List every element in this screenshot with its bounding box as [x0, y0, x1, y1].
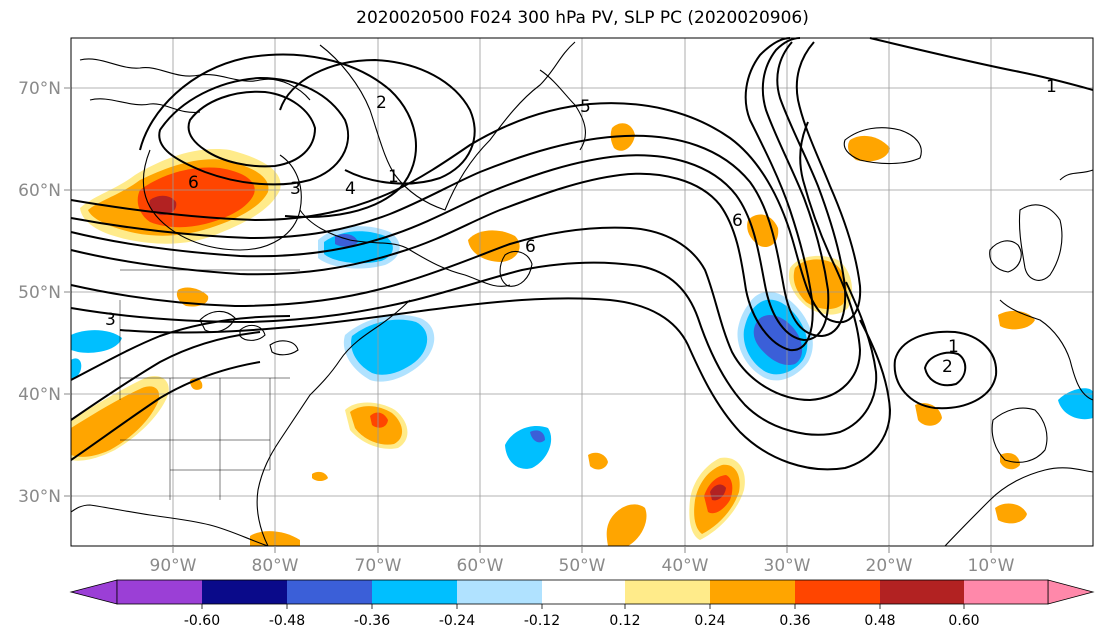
colorbar-segment	[710, 580, 795, 604]
anomaly-cold-10	[753, 315, 803, 366]
lon-label: 20°W	[866, 556, 913, 576]
lon-label: 10°W	[968, 556, 1015, 576]
colorbar-segment	[372, 580, 457, 604]
lat-label: 70°N	[18, 79, 61, 99]
colorbar-segment	[795, 580, 880, 604]
colorbar-segment	[457, 580, 542, 604]
contour-label: 1	[388, 167, 399, 187]
lon-label: 30°W	[764, 556, 811, 576]
colorbar-label: -0.12	[524, 613, 560, 629]
lat-label: 40°N	[18, 385, 61, 405]
contours	[70, 37, 1094, 471]
colorbar-label: -0.24	[439, 613, 475, 629]
anomaly-warm-18	[710, 484, 726, 501]
lon-label: 90°W	[150, 556, 197, 576]
contour-label: 6	[732, 211, 743, 231]
borders	[119, 269, 300, 500]
anomaly-warm-26	[995, 503, 1027, 524]
colorbar-label: 0.24	[694, 613, 725, 629]
contour-label: 3	[105, 310, 116, 330]
lon-label: 40°W	[662, 556, 709, 576]
lon-labels: 90°W 80°W 70°W 60°W 50°W 40°W 30°W 20°W …	[150, 556, 1015, 576]
colorbar-label: -0.48	[269, 613, 305, 629]
shaded-anomalies	[71, 123, 1093, 546]
colorbar-label: 0.48	[864, 613, 895, 629]
lon-label: 50°W	[559, 556, 606, 576]
contour-label: 3	[290, 179, 301, 199]
colorbar-label: -0.60	[184, 613, 220, 629]
colorbar-label: 0.60	[948, 613, 979, 629]
anomaly-warm-22	[848, 135, 890, 162]
contour-label: 1	[1046, 77, 1057, 97]
anomaly-warm-6	[71, 386, 160, 457]
colorbar-segment	[202, 580, 287, 604]
colorbar-segment	[542, 580, 625, 604]
contour-label: 4	[345, 179, 356, 199]
anomaly-warm-4	[149, 195, 177, 216]
anomaly-cold-13	[71, 358, 82, 380]
contour-label: 2	[942, 357, 953, 377]
colorbar-segment	[880, 580, 964, 604]
colorbar-segment	[625, 580, 710, 604]
colorbar-segment	[287, 580, 372, 604]
anomaly-warm-12	[588, 452, 608, 470]
lon-label: 80°W	[252, 556, 299, 576]
anomaly-warm-29	[312, 471, 328, 481]
anomaly-cold-11	[1058, 388, 1093, 420]
map-title: 2020020500 F024 300 hPa PV, SLP PC (2020…	[356, 8, 809, 28]
contour-label: 2	[376, 93, 387, 113]
colorbar-extend-low	[69, 579, 118, 605]
colorbar-label: 0.36	[779, 613, 810, 629]
anomaly-warm-13	[606, 504, 647, 546]
tick-marks	[64, 87, 992, 553]
colorbar-label: 0.12	[609, 613, 640, 629]
lon-label: 60°W	[457, 556, 504, 576]
colorbar: -0.60 -0.48 -0.36 -0.24 -0.12 0.12 0.24 …	[69, 579, 1095, 629]
contour-label: 5	[580, 97, 591, 117]
lat-label: 60°N	[18, 181, 61, 201]
contour-label: 6	[525, 237, 536, 257]
anomaly-warm-11	[370, 412, 388, 428]
contour-label: 6	[188, 173, 199, 193]
colorbar-outline	[116, 579, 1049, 605]
colorbar-segment	[117, 580, 202, 604]
contour-label: 1	[948, 337, 959, 357]
lat-label: 30°N	[18, 487, 61, 507]
lon-label: 70°W	[355, 556, 402, 576]
anomaly-cold-7	[530, 430, 545, 443]
colorbar-segment	[964, 580, 1048, 604]
lat-labels: 70°N 60°N 50°N 40°N 30°N	[18, 79, 61, 507]
contour-labels: 1 2 1 2 3 4 5 6 6 6 3 1	[105, 77, 1057, 377]
colorbar-extend-high	[1047, 579, 1095, 605]
lat-label: 50°N	[18, 283, 61, 303]
colorbar-label: -0.36	[354, 613, 390, 629]
anomaly-cold-5	[351, 319, 428, 375]
anomaly-cold-12	[71, 330, 122, 353]
